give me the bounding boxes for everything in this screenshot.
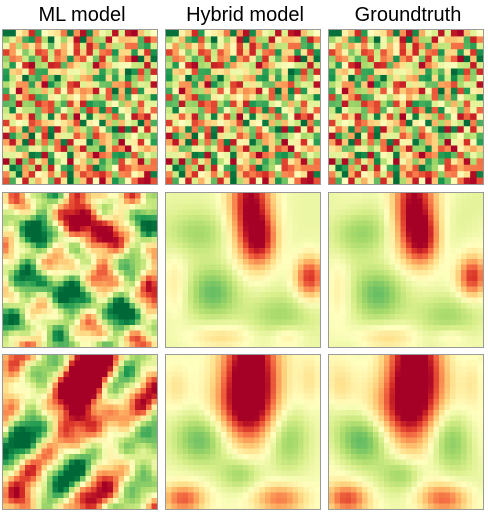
heatmap-ml-row2 <box>3 193 157 347</box>
heatmap-ml-row3 <box>3 355 157 509</box>
heatmap-groundtruth-row2 <box>329 193 483 347</box>
panel-ml-model-noise <box>2 29 158 185</box>
panel-hybrid-model-row2 <box>165 192 321 348</box>
panel-ml-model-row3 <box>2 354 158 510</box>
panel-hybrid-model-row3 <box>165 354 321 510</box>
panel-groundtruth-row3 <box>328 354 484 510</box>
column-title-hybrid-model: Hybrid model <box>186 4 304 26</box>
panel-hybrid-model-noise <box>165 29 321 185</box>
heatmap-groundtruth-row3 <box>329 355 483 509</box>
heatmap-ml-noise <box>3 30 157 184</box>
panel-groundtruth-row2 <box>328 192 484 348</box>
heatmap-hybrid-row3 <box>166 355 320 509</box>
heatmap-groundtruth-noise <box>329 30 483 184</box>
heatmap-hybrid-noise <box>166 30 320 184</box>
column-title-ml-model: ML model <box>38 4 126 26</box>
column-title-groundtruth: Groundtruth <box>354 4 462 26</box>
panel-ml-model-row2 <box>2 192 158 348</box>
panel-groundtruth-noise <box>328 29 484 185</box>
heatmap-hybrid-row2 <box>166 193 320 347</box>
